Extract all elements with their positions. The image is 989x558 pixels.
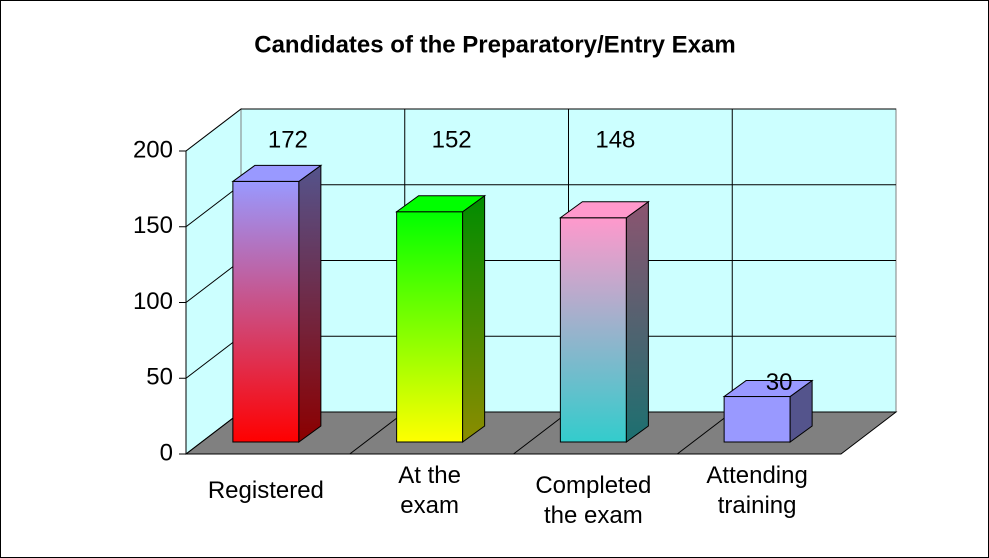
bar-top — [558, 201, 650, 219]
bar — [722, 379, 814, 443]
bar-top — [231, 164, 323, 182]
data-label: 30 — [766, 369, 793, 396]
bar-front — [559, 217, 627, 443]
bar-side-shade — [462, 194, 486, 443]
floor-divider — [513, 411, 569, 455]
bar-side-shade — [298, 164, 322, 443]
x-tick-label: Registered — [207, 477, 324, 504]
x-tick-label: Completed the exam — [535, 472, 652, 529]
bar-front — [396, 211, 464, 443]
bar-front — [723, 396, 791, 443]
bar — [231, 164, 323, 443]
bar-side — [790, 380, 813, 442]
bar — [395, 194, 487, 443]
y-tick-label: 100 — [133, 288, 173, 315]
y-tick-label: 0 — [160, 439, 173, 466]
bar-top — [722, 380, 814, 398]
x-tick-label: Attending training — [706, 462, 808, 519]
bar-top — [395, 195, 487, 213]
bar-side — [626, 201, 649, 442]
bar-side — [298, 165, 321, 443]
grid-line — [185, 108, 896, 152]
floor-divider — [349, 411, 406, 455]
data-label: 148 — [595, 126, 635, 153]
data-label: 172 — [268, 126, 308, 153]
y-tick-label: 150 — [133, 212, 173, 239]
x-tick-label: At the exam — [398, 462, 461, 519]
bar-side — [462, 195, 485, 442]
chart-title: Candidates of the Preparatory/Entry Exam — [254, 31, 735, 58]
bar — [558, 200, 650, 443]
data-label: 152 — [432, 126, 472, 153]
y-tick-label: 50 — [146, 364, 173, 391]
y-tick-label: 200 — [133, 136, 173, 163]
floor-divider — [676, 411, 733, 455]
bar-front — [232, 180, 300, 443]
bar-side-shade — [625, 200, 649, 443]
